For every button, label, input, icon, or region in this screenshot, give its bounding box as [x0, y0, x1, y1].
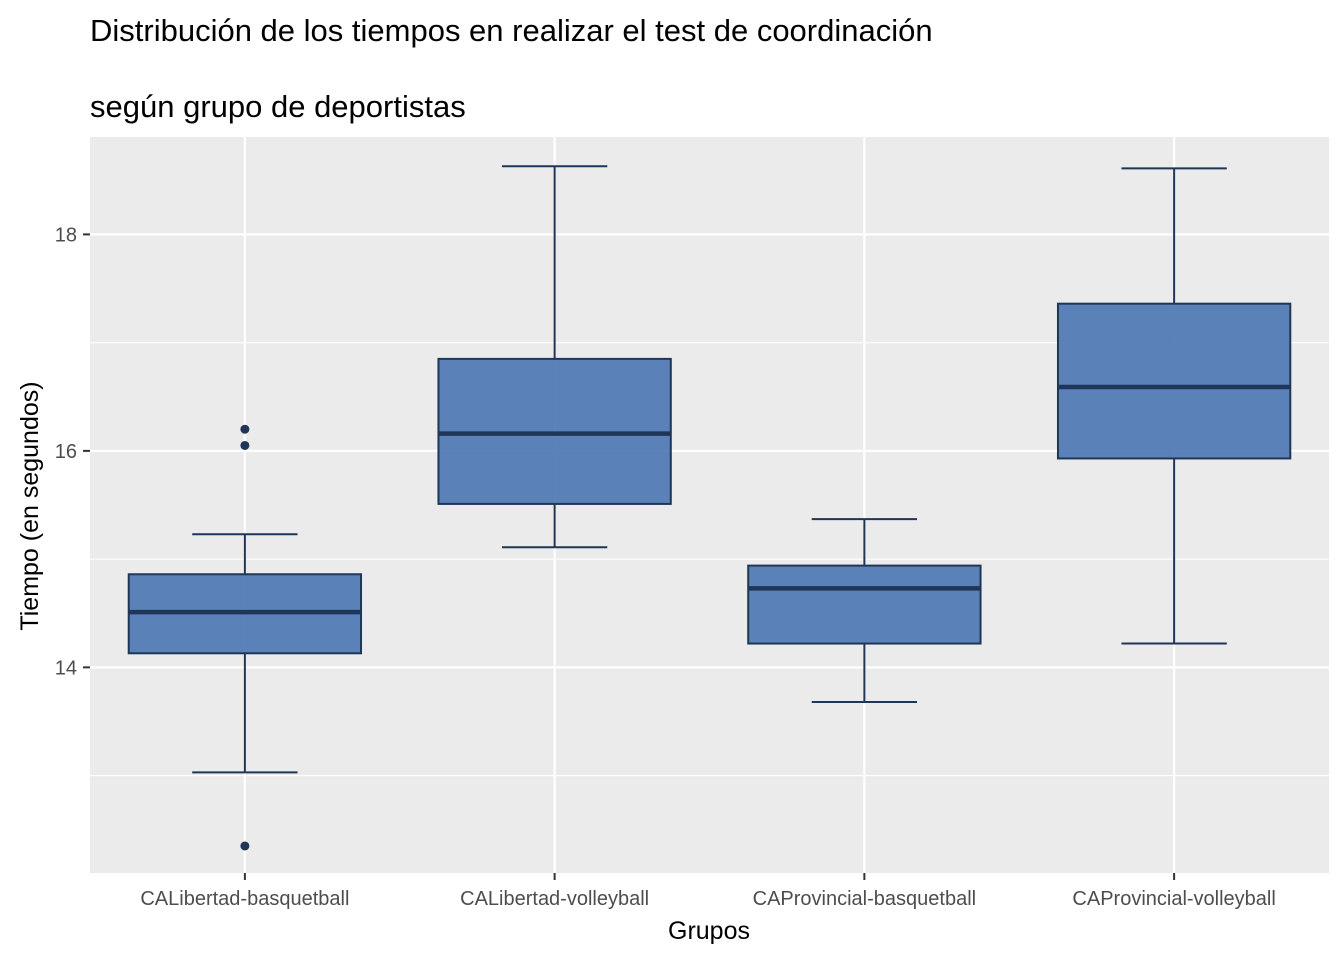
outlier-point: [240, 841, 250, 851]
box-iqr: [1056, 302, 1292, 460]
axes: 14 16 18 CALibertad-basquetball CALibertad-v…: [55, 224, 1276, 910]
boxplot-4: [1056, 167, 1292, 645]
boxplot-3: [747, 518, 982, 703]
y-tick-label: 14: [55, 657, 77, 679]
plot-panel: [90, 137, 1329, 873]
outlier-point: [240, 440, 250, 450]
x-tick-label: CAProvincial-volleyball: [1072, 888, 1275, 910]
x-tick-label: CALibertad-basquetball: [140, 888, 349, 910]
box-iqr: [747, 564, 982, 645]
boxplot-1: [127, 424, 363, 851]
boxplot-2: [437, 165, 672, 549]
chart-subtitle: según grupo de deportistas: [90, 89, 466, 124]
chart-title: Distribución de los tiempos en realizar …: [90, 13, 933, 48]
x-tick-label: CAProvincial-basquetball: [753, 888, 976, 910]
y-axis-title: Tiempo (en segundos): [16, 381, 44, 630]
grid-lines: [90, 137, 1329, 873]
boxplots: [127, 165, 1292, 851]
x-tick-label: CALibertad-volleyball: [460, 888, 649, 910]
outlier-point: [240, 424, 250, 434]
y-tick-label: 16: [55, 441, 77, 463]
y-tick-label: 18: [55, 224, 77, 246]
x-axis-title: Grupos: [668, 917, 750, 945]
